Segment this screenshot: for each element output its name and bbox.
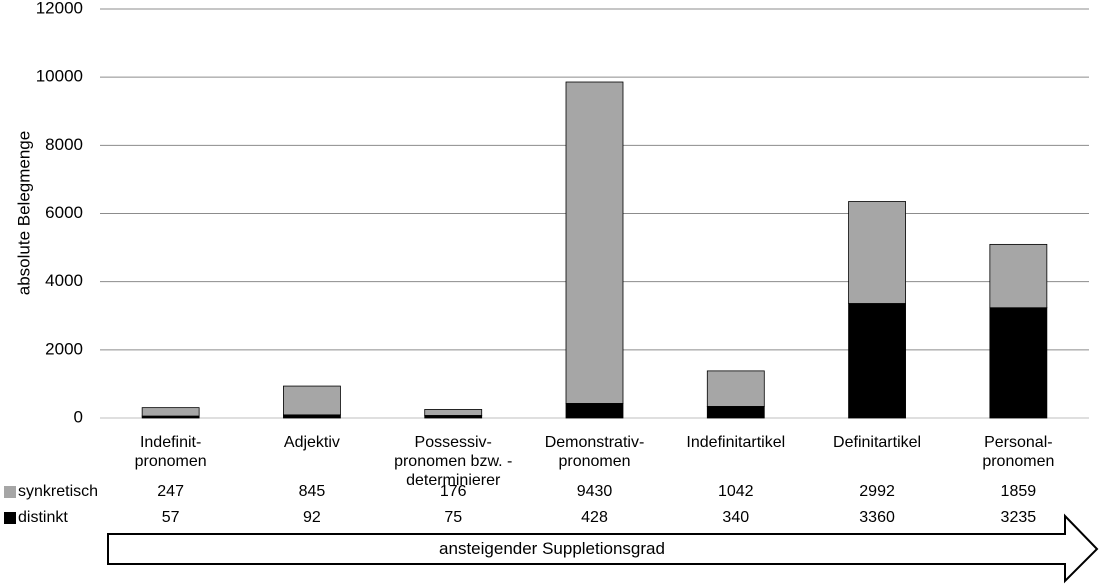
data-label-synkretisch: 1859 — [1001, 483, 1037, 500]
bar-segment-distinkt — [565, 403, 624, 419]
data-label-distinkt: 340 — [722, 509, 749, 526]
data-label-distinkt: 3235 — [1001, 509, 1037, 526]
data-label-distinkt: 57 — [162, 509, 180, 526]
data-label-distinkt: 3360 — [859, 509, 895, 526]
data-label-distinkt: 75 — [444, 509, 462, 526]
category-label: Indefinitartikel — [686, 434, 785, 451]
bar-segment-synkretisch — [141, 407, 200, 417]
data-label-synkretisch: 9430 — [577, 483, 613, 500]
y-tick-label: 4000 — [45, 271, 83, 290]
category-label: Indefinit- — [140, 434, 201, 451]
bar-segment-synkretisch — [565, 81, 624, 404]
data-label-synkretisch: 176 — [440, 483, 467, 500]
category-label: Demonstrativ- — [545, 434, 645, 451]
legend-key-distinkt — [4, 512, 16, 524]
data-label-synkretisch: 845 — [299, 483, 326, 500]
bar-segment-synkretisch — [424, 409, 483, 416]
data-label-synkretisch: 1042 — [718, 483, 754, 500]
category-label: pronomen — [135, 453, 207, 470]
data-table: synkretisch 247 845 176 9430 1042 2992 1859 dist… — [4, 483, 1036, 526]
y-tick-label: 2000 — [45, 339, 83, 358]
suppletion-arrow: ansteigender Suppletionsgrad — [107, 513, 1099, 584]
data-label-synkretisch: 2992 — [859, 483, 895, 500]
category-label: Personal- — [984, 434, 1052, 451]
bar-segment-distinkt — [989, 307, 1048, 419]
bar-segment-distinkt — [283, 414, 341, 419]
y-axis: 0 2000 4000 6000 8000 10000 12000 — [36, 0, 83, 426]
y-tick-label: 12000 — [36, 0, 83, 17]
arrow-label: ansteigender Suppletionsgrad — [439, 539, 665, 558]
arrow-shape — [107, 513, 1099, 584]
y-tick-label: 6000 — [45, 203, 83, 222]
category-label: Definitartikel — [833, 434, 921, 451]
y-axis-title: absolute Belegmenge — [14, 131, 33, 295]
bar-segment-distinkt — [706, 406, 765, 419]
category-label: pronomen — [982, 453, 1054, 470]
bar-segment-distinkt — [848, 303, 906, 419]
legend-key-synkretisch — [4, 486, 16, 498]
category-label: Adjektiv — [284, 434, 340, 451]
category-label: pronomen — [558, 453, 630, 470]
y-tick-label: 0 — [74, 407, 83, 426]
category-label: pronomen bzw. - — [394, 453, 512, 470]
bar-segment-synkretisch — [848, 201, 906, 304]
data-label-synkretisch: 247 — [157, 483, 184, 500]
category-label: determinierer — [406, 472, 501, 489]
bar-segment-synkretisch — [283, 385, 341, 416]
data-label-distinkt: 92 — [303, 509, 321, 526]
legend-label-distinkt: distinkt — [18, 509, 68, 526]
bar-segment-synkretisch — [706, 370, 765, 407]
y-tick-label: 10000 — [36, 67, 83, 86]
y-tick-label: 8000 — [45, 135, 83, 154]
bar-segment-synkretisch — [989, 243, 1048, 309]
bars — [141, 81, 1048, 419]
category-label: Possessiv- — [415, 434, 492, 451]
legend-label-synkretisch: synkretisch — [18, 483, 98, 500]
data-label-distinkt: 428 — [581, 509, 608, 526]
x-axis-labels: Indefinit-pronomen Adjektiv Possessiv-pron… — [135, 434, 1055, 489]
